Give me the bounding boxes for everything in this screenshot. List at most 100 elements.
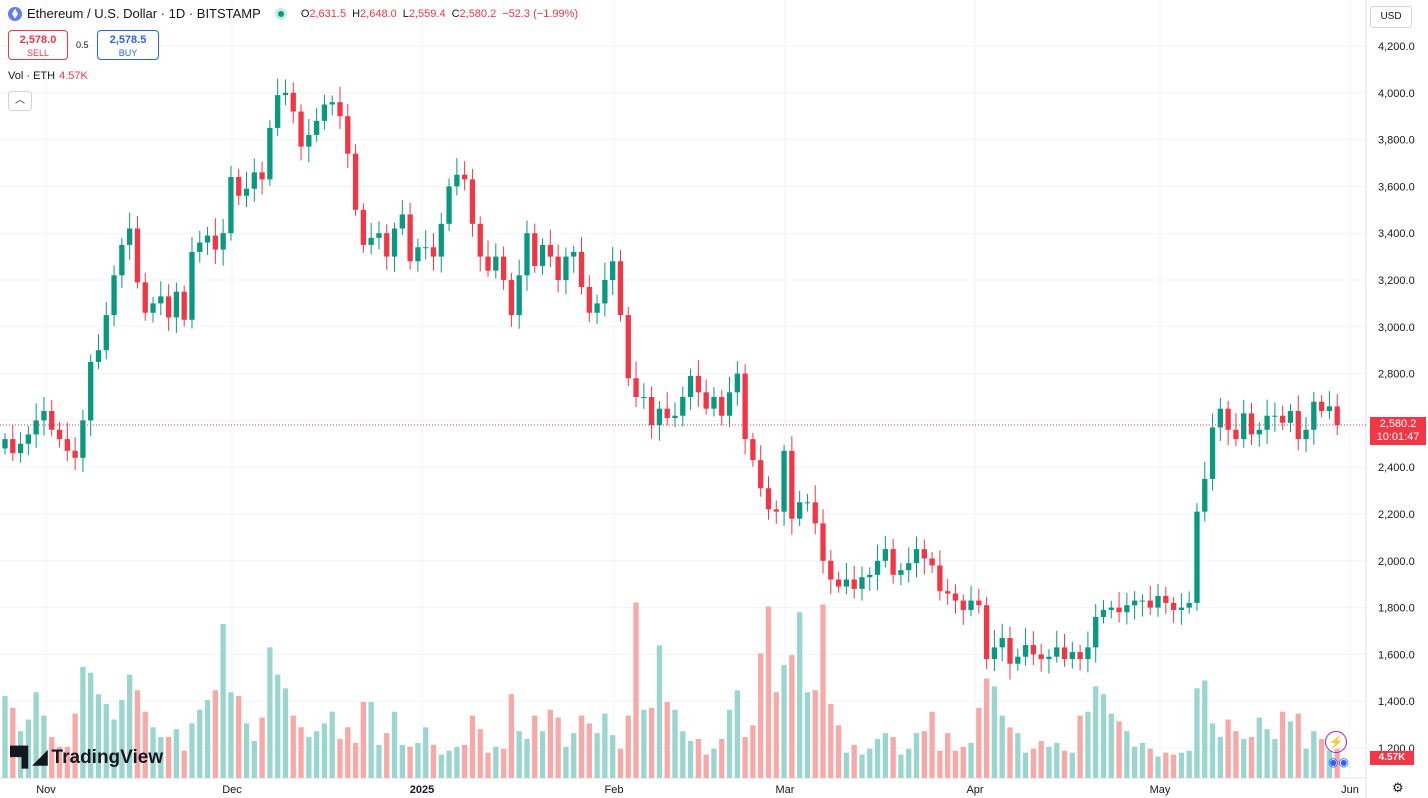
chevron-up-icon[interactable]: ︿: [8, 91, 32, 111]
buy-price: 2,578.5: [109, 34, 147, 46]
candle-body: [1225, 408, 1231, 430]
candle-body: [524, 233, 530, 276]
volume-bar: [610, 735, 616, 778]
volume-bar: [1155, 756, 1161, 778]
candle-body: [298, 111, 304, 147]
volume-bar: [220, 623, 226, 778]
tradingview-logo[interactable]: ▀▌◢ TradingView: [10, 746, 163, 769]
candle-body: [267, 127, 273, 180]
close-label: C: [451, 7, 460, 20]
volume-bar: [1209, 723, 1216, 778]
buy-button[interactable]: 2,578.5 BUY: [97, 30, 159, 60]
volume-bar: [812, 690, 818, 778]
candle-body: [726, 392, 733, 416]
candle-body: [1007, 638, 1013, 664]
volume-bar: [1318, 739, 1325, 778]
volume-bar: [898, 754, 904, 778]
events-flag-icon[interactable]: ◉◉: [1328, 755, 1349, 769]
volume-bar: [532, 715, 538, 778]
candle-body: [1178, 607, 1185, 610]
candle-body: [1264, 415, 1270, 430]
high-value: 2,648.0: [360, 7, 397, 20]
volume-bar: [1085, 711, 1091, 778]
sell-button[interactable]: 2,578.0 SELL: [8, 30, 68, 60]
volume-bar: [469, 715, 476, 778]
volume-bar: [251, 740, 257, 778]
candle-body: [228, 177, 234, 234]
lightning-icon[interactable]: ⚡: [1325, 731, 1347, 753]
volume-bar: [64, 746, 70, 778]
candle-body: [415, 247, 421, 262]
symbol-title[interactable]: Ethereum / U.S. Dollar · 1D · BITSTAMP: [27, 6, 261, 21]
x-tick-label: Nov: [36, 784, 56, 796]
volume-bar: [571, 733, 577, 778]
candle-body: [1318, 401, 1325, 412]
x-tick-label: Jun: [1341, 784, 1359, 796]
volume-bar: [906, 748, 912, 778]
volume-bar: [867, 748, 873, 778]
candle-body: [165, 296, 172, 318]
candle-body: [843, 579, 850, 587]
volume-bar: [384, 733, 390, 778]
volume-bar: [820, 604, 826, 778]
candle-body: [236, 177, 242, 196]
candle-body: [1093, 616, 1099, 648]
currency-button[interactable]: USD: [1370, 6, 1412, 28]
volume-bar: [500, 748, 507, 778]
candle-body: [1046, 656, 1052, 660]
volume-bar: [313, 731, 320, 778]
candle-body: [711, 397, 717, 409]
change-value: −52.3 (−1.99%): [502, 7, 579, 20]
candle-body: [399, 214, 405, 229]
volume-bar: [687, 740, 694, 778]
volume-bar: [1202, 680, 1208, 778]
volume-bar: [407, 746, 413, 778]
candle-body: [454, 174, 460, 187]
candle-body: [1256, 429, 1262, 435]
candle-body: [1303, 429, 1309, 440]
candle-body: [1163, 595, 1169, 603]
volume-axis-label: 4.57K: [1370, 751, 1414, 765]
volume-bar: [282, 688, 289, 778]
volume-bar: [212, 690, 218, 778]
volume-bar: [1015, 733, 1021, 778]
volume-bar: [165, 737, 172, 778]
volume-bar: [150, 727, 156, 778]
settings-gear-icon[interactable]: ⚙: [1392, 780, 1404, 795]
candle-body: [275, 95, 281, 128]
x-tick-label: Mar: [776, 784, 795, 796]
y-tick-label: 1,400.0: [1378, 696, 1415, 708]
volume-bar: [1054, 742, 1060, 778]
volume-bar: [1225, 719, 1231, 778]
candle-body: [251, 172, 257, 189]
volume-bar: [1287, 721, 1294, 778]
candle-body: [508, 280, 515, 316]
volume-bar: [376, 744, 382, 778]
volume-bar: [485, 752, 491, 778]
last-price-value: 2,580.2: [1379, 418, 1417, 430]
volume-bar: [797, 612, 803, 778]
volume-bar: [617, 748, 624, 778]
tradingview-mark-icon: ▀▌◢: [10, 747, 48, 768]
volume-bar: [1132, 746, 1138, 778]
volume-bar: [1303, 748, 1309, 778]
candle-body: [384, 233, 390, 257]
candle-body: [804, 502, 811, 504]
volume-bar: [493, 746, 499, 778]
candle-body: [820, 523, 826, 561]
candle-body: [337, 102, 343, 117]
x-tick-label: Dec: [222, 784, 242, 796]
candle-body: [968, 600, 974, 610]
volume-bar: [539, 731, 546, 778]
volume-bar: [921, 731, 927, 778]
candle-body: [648, 397, 655, 426]
volume-bar: [983, 678, 990, 778]
candle-body: [485, 256, 491, 271]
volume-bar: [1069, 752, 1075, 778]
candle-body: [750, 439, 756, 461]
volume-bar: [656, 645, 663, 778]
volume-bar: [298, 727, 304, 778]
candle-body: [1147, 600, 1153, 608]
candle-body: [680, 397, 686, 416]
